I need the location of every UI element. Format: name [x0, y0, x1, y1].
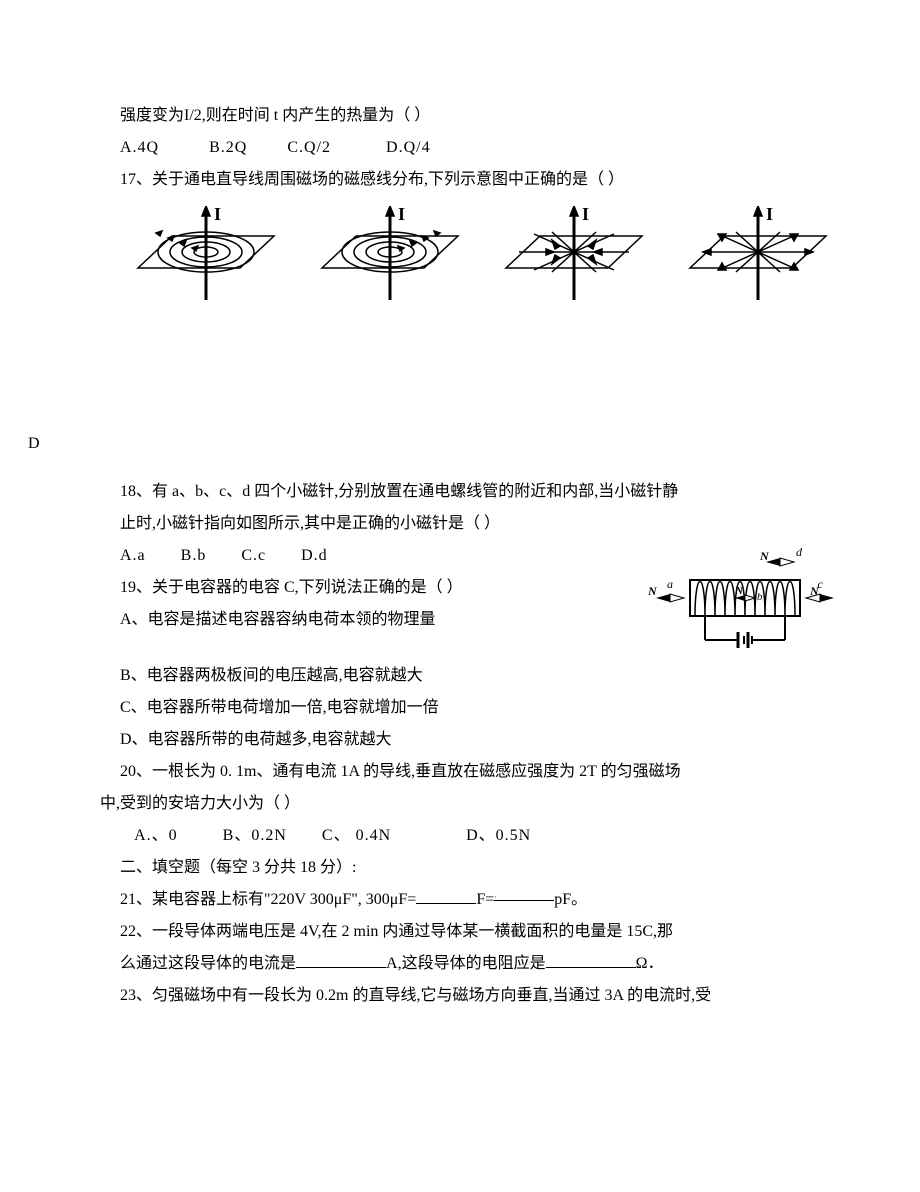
q21-blank1 — [416, 887, 476, 904]
svg-text:d: d — [796, 545, 803, 559]
svg-text:I: I — [582, 206, 589, 224]
svg-text:N: N — [809, 584, 820, 598]
q16-fragment: 强度变为I/2,则在时间 t 内产生的热量为（ ） — [120, 100, 820, 132]
svg-text:a: a — [667, 577, 673, 591]
q22-blank1 — [296, 951, 386, 968]
section2-title: 二、填空题（每空 3 分共 18 分）: — [120, 852, 820, 884]
q21-blank2: . — [494, 884, 554, 901]
q19-b: B、电容器两极板间的电压越高,电容就越大 — [120, 660, 820, 692]
exam-page: D 强度变为I/2,则在时间 t 内产生的热量为（ ） A.4Q B.2Q C.… — [0, 0, 920, 1072]
q21-p2: F= — [476, 891, 494, 908]
solenoid-figure: a N c N d N N b — [640, 540, 840, 660]
q17-text: 17、关于通电直导线周围磁场的磁感线分布,下列示意图中正确的是（ ） — [120, 164, 820, 196]
q22-line1: 22、一段导体两端电压是 4V,在 2 min 内通过导体某一横截面积的电量是 … — [120, 916, 820, 948]
q23-line1: 23、匀强磁场中有一段长为 0.2m 的直导线,它与磁场方向垂直,当通过 3A … — [120, 980, 820, 1012]
q19-c: C、电容器所带电荷增加一倍,电容就增加一倍 — [120, 692, 820, 724]
q22-blank2 — [546, 951, 636, 968]
svg-text:N: N — [734, 585, 744, 597]
q17-diagram-a: I — [120, 206, 290, 316]
vertical-gap — [120, 316, 820, 476]
stray-d-label: D — [28, 428, 40, 460]
svg-text:I: I — [398, 206, 405, 224]
q22-line2: 么通过这段导体的电流是 A,这段导体的电阻应是 Ω． — [120, 948, 820, 980]
q18-line1: 18、有 a、b、c、d 四个小磁针,分别放置在通电螺线管的附近和内部,当小磁针… — [120, 476, 820, 508]
q21: 21、某电容器上标有"220V 300μF", 300μF= F= . pF。 — [120, 884, 820, 916]
svg-text:I: I — [766, 206, 773, 224]
q17-diagrams: I — [120, 206, 820, 316]
svg-text:b: b — [757, 591, 763, 603]
q22-l2a: 么通过这段导体的电流是 — [120, 955, 296, 972]
q17-diagram-b: I — [304, 206, 474, 316]
q22-l2c: Ω． — [636, 955, 664, 972]
q20-options: A.、0 B、0.2N C、 0.4N D、0.5N — [120, 820, 820, 852]
svg-text:N: N — [647, 584, 658, 598]
q17-diagram-c: I — [488, 206, 658, 316]
q20-line1: 20、一根长为 0. 1m、通有电流 1A 的导线,垂直放在磁感应强度为 2T … — [120, 756, 820, 788]
q22-l2b: A,这段导体的电阻应是 — [386, 955, 546, 972]
q17-diagram-d: I — [672, 206, 842, 316]
q21-p3: pF。 — [554, 891, 587, 908]
q19-d: D、电容器所带的电荷越多,电容就越大 — [120, 724, 820, 756]
q18-line2: 止时,小磁针指向如图所示,其中是正确的小磁针是（ ） — [120, 508, 820, 540]
q21-p1: 21、某电容器上标有"220V 300μF", 300μF= — [120, 891, 416, 908]
green-dot-icon: . — [494, 890, 497, 901]
q16-options: A.4Q B.2Q C.Q/2 D.Q/4 — [120, 132, 820, 164]
q20-line2: 中,受到的安培力大小为（ ） — [100, 788, 820, 820]
svg-text:N: N — [759, 549, 770, 563]
svg-text:I: I — [214, 206, 221, 224]
